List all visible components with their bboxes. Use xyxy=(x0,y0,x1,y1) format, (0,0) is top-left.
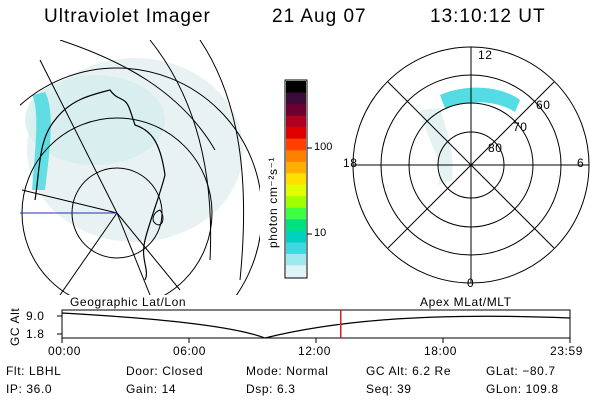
timeline-plot xyxy=(57,309,571,343)
colorbar-swatch xyxy=(286,230,306,243)
status-gc-alt: GC Alt: 6.2 Re xyxy=(366,364,452,378)
timeline-xtick-3: 18:00 xyxy=(424,344,458,358)
colorbar-swatch xyxy=(286,81,306,94)
timeline-xtick-1: 06:00 xyxy=(173,344,207,358)
status-dsp: Dsp: 6.3 xyxy=(246,382,296,396)
colorbar-swatch xyxy=(286,207,306,220)
colorbar-swatch xyxy=(286,184,306,197)
timeline-xtick-0: 00:00 xyxy=(48,344,82,358)
timeline-xtick-4: 23:59 xyxy=(550,344,584,358)
polar-label-lat70: 70 xyxy=(513,120,528,134)
status-glat: GLat: −80.7 xyxy=(486,364,556,378)
timeline-title-right: Apex MLat/MLT xyxy=(420,295,512,309)
geographic-map xyxy=(20,40,260,295)
status-ip: IP: 36.0 xyxy=(6,382,53,396)
polar-label-0: 0 xyxy=(467,276,475,290)
auroral-oval-bright xyxy=(32,92,51,190)
timeline-ylabel: GC Alt xyxy=(8,307,22,346)
polar-auroral-arc xyxy=(440,87,520,112)
colorbar-swatch xyxy=(286,265,306,278)
colorbar-swatch xyxy=(286,242,306,255)
coastline xyxy=(34,89,166,281)
status-glon: GLon: 109.8 xyxy=(486,382,559,396)
colorbar-swatch xyxy=(286,219,306,232)
time-label: 13:10:12 UT xyxy=(430,6,546,27)
polar-plot xyxy=(352,46,590,284)
colorbar-swatch xyxy=(286,104,306,117)
colorbar xyxy=(284,79,312,279)
status-seq: Seq: 39 xyxy=(366,382,412,396)
status-filter: Flt: LBHL xyxy=(6,364,62,378)
colorbar-unit-label: photon cm⁻²s⁻¹ xyxy=(266,156,280,248)
status-door: Door: Closed xyxy=(126,364,204,378)
instrument-title: Ultraviolet Imager xyxy=(44,6,211,27)
timeline-xtick-2: 12:00 xyxy=(298,344,332,358)
altitude-trace xyxy=(61,312,571,339)
colorbar-swatch xyxy=(286,92,306,105)
colorbar-swatch xyxy=(286,138,306,151)
colorbar-swatch xyxy=(286,150,306,163)
colorbar-swatch xyxy=(286,161,306,174)
polar-label-lat60: 60 xyxy=(536,98,551,112)
polar-label-18: 18 xyxy=(343,156,358,170)
polar-label-lat80: 80 xyxy=(488,141,503,155)
polar-label-12: 12 xyxy=(478,48,493,62)
status-mode: Mode: Normal xyxy=(246,364,329,378)
colorbar-tick-100: 100 xyxy=(314,141,333,153)
timeline-ybottom: 1.8 xyxy=(26,327,45,341)
status-gain: Gain: 14 xyxy=(126,382,177,396)
colorbar-swatch xyxy=(286,127,306,140)
colorbar-swatch xyxy=(286,196,306,209)
colorbar-swatch xyxy=(286,253,306,266)
timeline-title-left: Geographic Lat/Lon xyxy=(70,295,187,309)
timeline-ytop: 9.0 xyxy=(26,309,45,323)
colorbar-swatch xyxy=(286,115,306,128)
colorbar-swatch xyxy=(286,173,306,186)
polar-label-6: 6 xyxy=(577,156,585,170)
colorbar-tick-10: 10 xyxy=(314,227,327,239)
date-label: 21 Aug 07 xyxy=(272,6,367,27)
